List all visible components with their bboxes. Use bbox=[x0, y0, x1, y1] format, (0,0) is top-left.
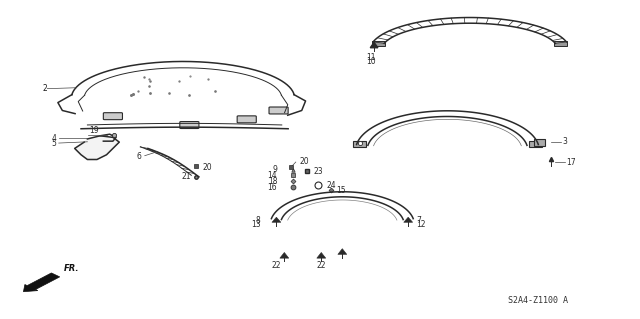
Text: 16: 16 bbox=[268, 183, 277, 192]
Polygon shape bbox=[317, 252, 326, 258]
Text: 22: 22 bbox=[272, 261, 282, 270]
Text: 20: 20 bbox=[300, 157, 309, 166]
Text: 23: 23 bbox=[314, 167, 323, 176]
Text: S2A4-Z1100 A: S2A4-Z1100 A bbox=[508, 296, 568, 305]
Bar bbox=[372, 41, 385, 46]
Text: 2: 2 bbox=[42, 84, 47, 93]
Text: 6: 6 bbox=[137, 152, 141, 161]
Text: 20: 20 bbox=[202, 163, 212, 172]
Text: 17: 17 bbox=[566, 158, 576, 167]
Text: 5: 5 bbox=[51, 138, 56, 148]
Polygon shape bbox=[280, 252, 289, 258]
Polygon shape bbox=[404, 217, 413, 222]
Text: 13: 13 bbox=[251, 220, 260, 229]
Text: 24: 24 bbox=[326, 181, 336, 190]
FancyBboxPatch shape bbox=[269, 107, 288, 114]
Polygon shape bbox=[338, 249, 347, 254]
FancyArrow shape bbox=[24, 273, 60, 292]
Text: 18: 18 bbox=[268, 176, 277, 186]
Text: 22: 22 bbox=[317, 261, 326, 270]
Text: 11: 11 bbox=[366, 53, 376, 62]
Text: 3: 3 bbox=[563, 137, 568, 146]
Text: 8: 8 bbox=[256, 216, 260, 225]
Text: 15: 15 bbox=[336, 186, 346, 195]
Text: 12: 12 bbox=[416, 220, 426, 229]
Polygon shape bbox=[272, 217, 281, 222]
Text: 19: 19 bbox=[90, 126, 99, 135]
Text: 21: 21 bbox=[182, 172, 191, 182]
Bar bbox=[529, 141, 541, 147]
Bar bbox=[353, 141, 366, 147]
Text: 4: 4 bbox=[51, 134, 56, 143]
Polygon shape bbox=[75, 136, 119, 160]
Text: 9: 9 bbox=[273, 165, 277, 174]
FancyBboxPatch shape bbox=[180, 122, 199, 129]
Polygon shape bbox=[371, 42, 378, 48]
Text: 10: 10 bbox=[366, 57, 376, 66]
FancyBboxPatch shape bbox=[237, 116, 256, 123]
Text: FR.: FR. bbox=[64, 264, 79, 273]
Bar bbox=[534, 139, 545, 146]
FancyBboxPatch shape bbox=[103, 113, 122, 120]
Text: 14: 14 bbox=[268, 171, 277, 180]
Text: 7: 7 bbox=[416, 216, 420, 225]
Bar bbox=[554, 41, 567, 46]
